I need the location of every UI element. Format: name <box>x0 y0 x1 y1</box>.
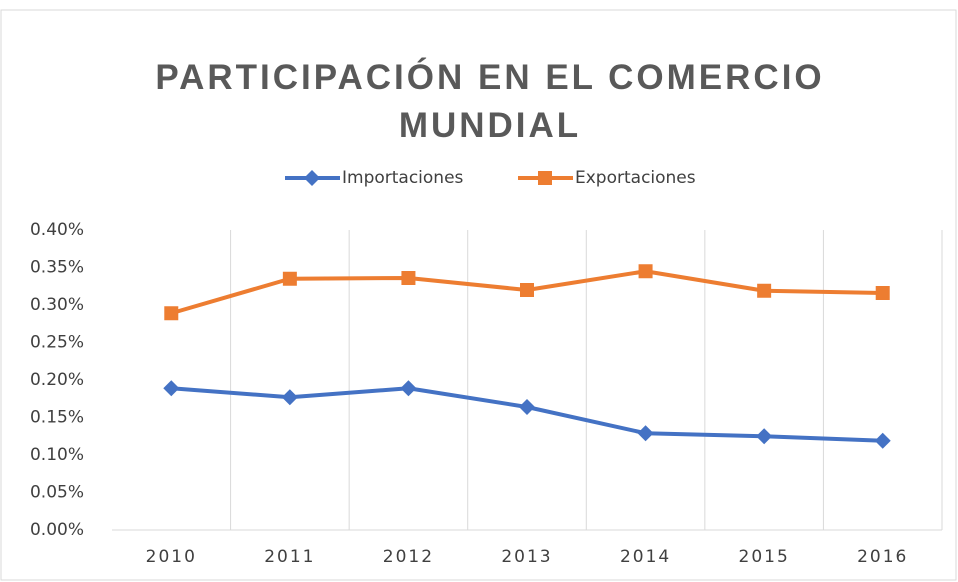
legend-label: Importaciones <box>342 168 464 188</box>
x-tick-label: 2011 <box>264 547 315 567</box>
data-point <box>282 271 297 286</box>
legend-label: Exportaciones <box>575 168 696 188</box>
data-point <box>756 428 773 445</box>
y-tick-label: 0.00% <box>30 520 84 540</box>
legend-marker <box>304 170 320 186</box>
data-point <box>401 271 416 285</box>
data-point <box>637 425 654 442</box>
data-point <box>638 264 653 279</box>
y-tick-label: 0.15% <box>30 408 84 428</box>
data-point <box>519 399 535 415</box>
y-tick-label: 0.05% <box>30 483 84 503</box>
data-point <box>757 283 772 298</box>
y-tick-label: 0.30% <box>30 295 84 315</box>
data-point <box>520 283 534 297</box>
x-tick-label: 2014 <box>620 547 671 567</box>
y-tick-label: 0.25% <box>30 333 84 353</box>
x-tick-label: 2016 <box>857 547 908 567</box>
legend-marker <box>538 171 552 185</box>
y-tick-label: 0.40% <box>30 220 84 240</box>
data-point <box>163 380 180 397</box>
chart-border <box>0 9 957 581</box>
x-tick-label: 2012 <box>383 547 434 567</box>
data-point <box>874 432 891 449</box>
data-point <box>164 306 179 321</box>
x-tick-label: 2015 <box>739 547 790 567</box>
chart-title: PARTICIPACIÓN EN EL COMERCIO MUNDIAL <box>155 58 825 145</box>
y-tick-label: 0.10% <box>30 445 84 465</box>
x-tick-label: 2013 <box>501 547 552 567</box>
data-point <box>281 389 298 406</box>
y-tick-label: 0.20% <box>30 370 84 390</box>
data-point <box>875 286 890 300</box>
y-tick-label: 0.35% <box>30 258 84 278</box>
x-tick-label: 2010 <box>146 547 197 567</box>
data-point <box>400 380 417 397</box>
